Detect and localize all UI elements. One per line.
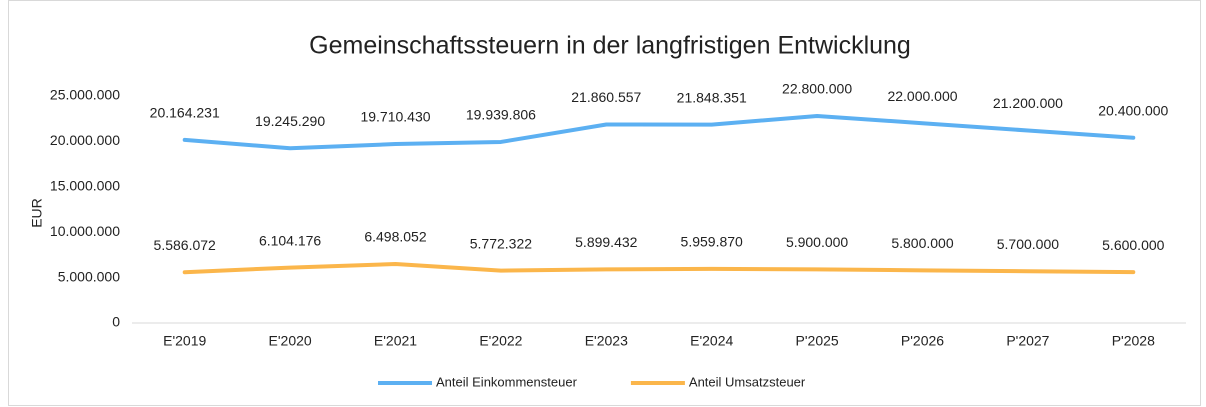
data-label: 6.498.052 xyxy=(364,229,426,245)
y-axis-label: EUR xyxy=(29,198,45,228)
x-tick-label: P'2026 xyxy=(901,333,944,349)
legend-label: Anteil Umsatzsteuer xyxy=(689,374,806,389)
data-label: 5.772.322 xyxy=(470,235,532,251)
y-tick-label: 5.000.000 xyxy=(58,268,120,284)
data-label: 5.900.000 xyxy=(786,234,848,250)
data-label: 5.586.072 xyxy=(154,237,216,253)
data-label: 22.800.000 xyxy=(782,81,852,97)
series-line xyxy=(182,113,1136,151)
legend-label: Anteil Einkommensteuer xyxy=(436,374,578,389)
x-tick-label: E'2021 xyxy=(374,333,417,349)
chart-title: Gemeinschaftssteuern in der langfristige… xyxy=(309,32,911,60)
data-label: 22.000.000 xyxy=(887,88,957,104)
y-tick-label: 25.000.000 xyxy=(50,87,120,103)
data-label: 19.710.430 xyxy=(360,109,430,125)
data-label: 19.245.290 xyxy=(255,113,325,129)
y-tick-label: 10.000.000 xyxy=(50,223,120,239)
data-label: 19.939.806 xyxy=(466,107,536,123)
x-tick-label: P'2028 xyxy=(1112,333,1155,349)
data-label: 21.848.351 xyxy=(677,89,747,105)
data-label: 5.600.000 xyxy=(1102,237,1164,253)
data-label: 21.200.000 xyxy=(993,95,1063,111)
data-label: 20.400.000 xyxy=(1098,102,1168,118)
y-tick-label: 15.000.000 xyxy=(50,178,120,194)
x-tick-label: E'2022 xyxy=(479,333,522,349)
data-label: 5.800.000 xyxy=(891,235,953,251)
data-label: 5.959.870 xyxy=(681,234,743,250)
data-label: 6.104.176 xyxy=(259,232,321,248)
x-tick-label: P'2027 xyxy=(1006,333,1049,349)
y-tick-label: 20.000.000 xyxy=(50,132,120,148)
x-tick-label: E'2020 xyxy=(269,333,312,349)
data-label: 21.860.557 xyxy=(571,89,641,105)
x-tick-label: E'2019 xyxy=(163,333,206,349)
x-tick-label: E'2024 xyxy=(690,333,733,349)
series-line xyxy=(182,261,1136,275)
x-tick-label: E'2023 xyxy=(585,333,628,349)
data-label: 20.164.231 xyxy=(150,105,220,121)
chart-border xyxy=(8,0,1201,406)
data-label: 5.700.000 xyxy=(997,236,1059,252)
x-tick-label: P'2025 xyxy=(796,333,839,349)
data-label: 5.899.432 xyxy=(575,234,637,250)
y-tick-label: 0 xyxy=(112,314,120,330)
